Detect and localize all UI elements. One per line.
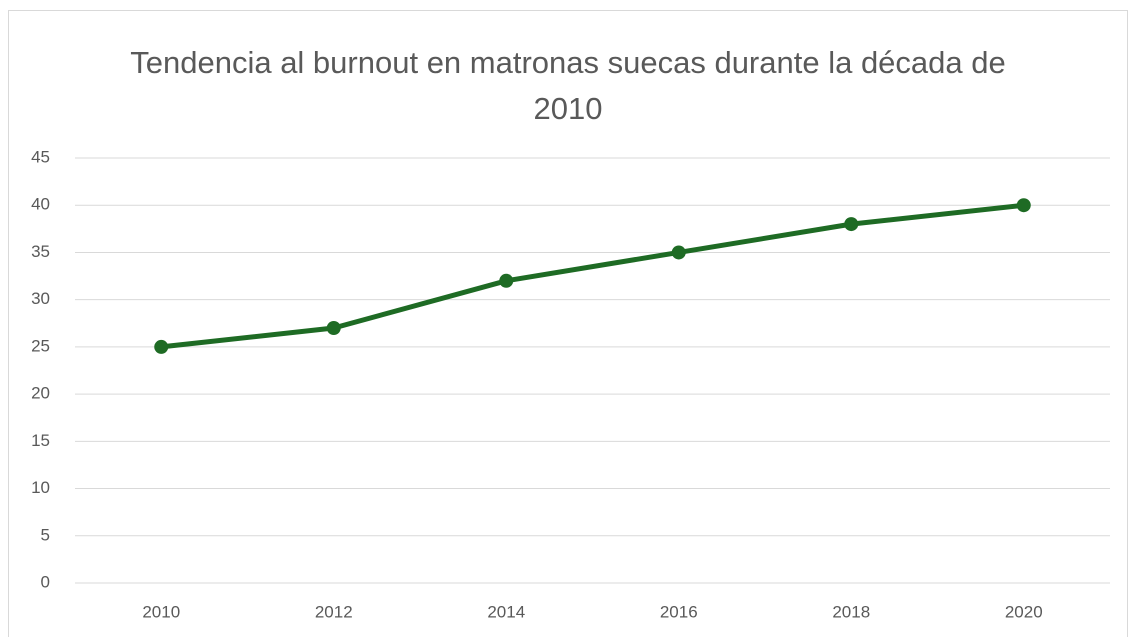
marker [1016, 198, 1031, 213]
chart-title: Tendencia al burnout en matronas suecas … [130, 45, 1006, 126]
y-tick-label: 0 [41, 572, 50, 591]
x-tick-label: 2020 [1005, 602, 1043, 621]
y-tick-label: 25 [31, 336, 50, 355]
marker [326, 321, 341, 335]
y-tick-label: 30 [31, 289, 50, 308]
y-tick-label: 20 [31, 384, 50, 403]
line [160, 202, 1025, 350]
y-tick-label: 5 [41, 525, 50, 544]
x-tick-label: 2012 [315, 602, 353, 621]
marker [499, 273, 514, 288]
marker [844, 217, 859, 232]
x-tick-label: 2018 [832, 602, 870, 621]
y-tick-label: 10 [31, 478, 50, 497]
y-tick-label: 15 [31, 431, 50, 450]
y-tick-label: 40 [31, 195, 50, 214]
x-tick-label: 2010 [142, 602, 180, 621]
x-tick-label: 2016 [660, 602, 698, 621]
y-tick-label: 35 [31, 242, 50, 261]
marker [671, 245, 686, 260]
chart-border [8, 10, 1128, 637]
y-tick-label: 45 [31, 147, 50, 166]
x-tick-label: 2014 [487, 602, 525, 621]
marker [154, 339, 169, 354]
